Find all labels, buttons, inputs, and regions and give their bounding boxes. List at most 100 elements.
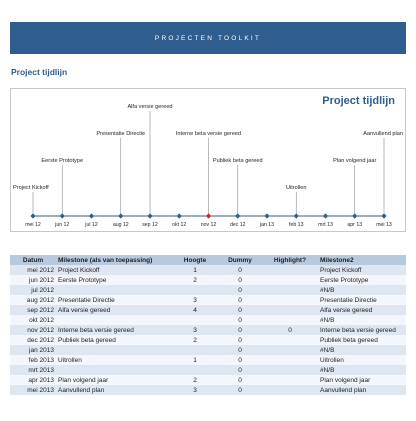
table-cell[interactable] bbox=[172, 365, 218, 375]
table-cell[interactable] bbox=[262, 305, 318, 315]
table-cell[interactable]: Aanvullend plan bbox=[318, 385, 406, 395]
column-header[interactable]: Milestone (als van toepassing) bbox=[56, 255, 172, 265]
table-row: jul 2012 0 #N/B bbox=[10, 285, 406, 295]
table-cell[interactable]: Presentatie Directie bbox=[318, 295, 406, 305]
column-header[interactable]: Hoogte bbox=[172, 255, 218, 265]
table-row: mei 2013 Aanvullend plan 3 0 Aanvullend plan bbox=[10, 385, 406, 395]
toolkit-banner: PROJECTEN TOOLKIT bbox=[10, 22, 406, 54]
table-cell[interactable]: Alfa versie gereed bbox=[56, 305, 172, 315]
table-cell[interactable]: 0 bbox=[218, 295, 262, 305]
table-cell[interactable]: 0 bbox=[218, 325, 262, 335]
table-cell[interactable] bbox=[262, 335, 318, 345]
table-cell[interactable] bbox=[262, 385, 318, 395]
x-tick-label: apr 13 bbox=[347, 222, 362, 228]
table-cell[interactable]: mei 2013 bbox=[10, 385, 56, 395]
table-cell[interactable] bbox=[262, 265, 318, 275]
column-header[interactable]: Milestone2 bbox=[318, 255, 406, 265]
table-cell[interactable]: 3 bbox=[172, 295, 218, 305]
table-cell[interactable]: 0 bbox=[218, 355, 262, 365]
table-cell[interactable]: Presentatie Directie bbox=[56, 295, 172, 305]
table-cell[interactable]: Alfa versie gereed bbox=[318, 305, 406, 315]
table-cell[interactable]: 2 bbox=[172, 275, 218, 285]
table-cell[interactable] bbox=[262, 365, 318, 375]
table-cell[interactable]: 4 bbox=[172, 305, 218, 315]
month-marker bbox=[30, 213, 36, 219]
table-cell[interactable] bbox=[262, 375, 318, 385]
table-cell[interactable]: 0 bbox=[218, 305, 262, 315]
table-cell[interactable]: 3 bbox=[172, 325, 218, 335]
table-cell[interactable] bbox=[262, 345, 318, 355]
table-cell[interactable]: feb 2013 bbox=[10, 355, 56, 365]
table-cell[interactable] bbox=[262, 315, 318, 325]
x-tick-label: jul 12 bbox=[84, 222, 98, 228]
timeline-chart[interactable]: Project tijdlijn Project Kickoff Eerste P… bbox=[10, 88, 406, 232]
table-row: aug 2012 Presentatie Directie 3 0 Presentati… bbox=[10, 295, 406, 305]
table-cell[interactable]: Uitrollen bbox=[318, 355, 406, 365]
table-cell[interactable] bbox=[262, 295, 318, 305]
table-cell[interactable]: 2 bbox=[172, 335, 218, 345]
table-row: apr 2013 Plan volgend jaar 2 0 Plan volgend … bbox=[10, 375, 406, 385]
table-cell[interactable] bbox=[172, 345, 218, 355]
table-cell[interactable]: #N/B bbox=[318, 345, 406, 355]
table-cell[interactable]: sep 2012 bbox=[10, 305, 56, 315]
x-tick-label: nov 12 bbox=[201, 222, 217, 228]
x-tick-label: okt 12 bbox=[172, 222, 186, 228]
table-cell[interactable]: Interne beta versie gereed bbox=[318, 325, 406, 335]
table-cell[interactable]: Aanvullend plan bbox=[56, 385, 172, 395]
table-cell[interactable]: 0 bbox=[218, 375, 262, 385]
table-cell[interactable]: #N/B bbox=[318, 365, 406, 375]
table-cell[interactable]: apr 2013 bbox=[10, 375, 56, 385]
table-cell[interactable]: Eerste Prototype bbox=[318, 275, 406, 285]
table-cell[interactable]: Publiek beta gereed bbox=[318, 335, 406, 345]
table-cell[interactable]: jul 2012 bbox=[10, 285, 56, 295]
table-cell[interactable] bbox=[172, 315, 218, 325]
table-cell[interactable]: 1 bbox=[172, 265, 218, 275]
table-cell[interactable]: 0 bbox=[218, 285, 262, 295]
table-cell[interactable]: 0 bbox=[218, 365, 262, 375]
table-cell[interactable] bbox=[262, 355, 318, 365]
table-cell[interactable]: 2 bbox=[172, 375, 218, 385]
table-cell[interactable]: mei 2012 bbox=[10, 265, 56, 275]
column-header[interactable]: Highlight? bbox=[262, 255, 318, 265]
table-cell[interactable]: Interne beta versie gereed bbox=[56, 325, 172, 335]
table-cell[interactable]: #N/B bbox=[318, 285, 406, 295]
table-cell[interactable]: aug 2012 bbox=[10, 295, 56, 305]
table-cell[interactable]: nov 2012 bbox=[10, 325, 56, 335]
month-marker bbox=[235, 213, 241, 219]
table-cell[interactable]: 0 bbox=[218, 275, 262, 285]
x-tick-label: mei 13 bbox=[376, 222, 392, 228]
x-tick-label: mrt 13 bbox=[318, 222, 333, 228]
table-cell[interactable] bbox=[56, 365, 172, 375]
table-cell[interactable]: 0 bbox=[218, 385, 262, 395]
table-cell[interactable]: Plan volgend jaar bbox=[56, 375, 172, 385]
table-cell[interactable]: okt 2012 bbox=[10, 315, 56, 325]
table-cell[interactable]: jan 2013 bbox=[10, 345, 56, 355]
table-cell[interactable]: 0 bbox=[218, 335, 262, 345]
table-cell[interactable] bbox=[262, 285, 318, 295]
table-cell[interactable] bbox=[56, 345, 172, 355]
table-cell[interactable]: 0 bbox=[262, 325, 318, 335]
column-header[interactable]: Dummy bbox=[218, 255, 262, 265]
table-cell[interactable]: 0 bbox=[218, 345, 262, 355]
table-cell[interactable]: 0 bbox=[218, 315, 262, 325]
table-cell[interactable] bbox=[262, 275, 318, 285]
table-cell[interactable]: Project Kickoff bbox=[318, 265, 406, 275]
table-cell[interactable]: Project Kickoff bbox=[56, 265, 172, 275]
table-cell[interactable]: Publiek beta gereed bbox=[56, 335, 172, 345]
table-cell[interactable]: #N/B bbox=[318, 315, 406, 325]
table-cell[interactable]: jun 2012 bbox=[10, 275, 56, 285]
table-cell[interactable]: dec 2012 bbox=[10, 335, 56, 345]
column-header[interactable]: Datum bbox=[10, 255, 56, 265]
milestone-label: Alfa versie gereed bbox=[127, 104, 172, 110]
table-cell[interactable]: mrt 2013 bbox=[10, 365, 56, 375]
table-cell[interactable] bbox=[56, 285, 172, 295]
table-cell[interactable] bbox=[56, 315, 172, 325]
table-cell[interactable]: Eerste Prototype bbox=[56, 275, 172, 285]
table-cell[interactable]: 0 bbox=[218, 265, 262, 275]
table-cell[interactable]: 3 bbox=[172, 385, 218, 395]
table-cell[interactable]: Uitrollen bbox=[56, 355, 172, 365]
section-title: Project tijdlijn bbox=[11, 67, 68, 77]
table-cell[interactable]: 1 bbox=[172, 355, 218, 365]
table-cell[interactable]: Plan volgend jaar bbox=[318, 375, 406, 385]
table-cell[interactable] bbox=[172, 285, 218, 295]
